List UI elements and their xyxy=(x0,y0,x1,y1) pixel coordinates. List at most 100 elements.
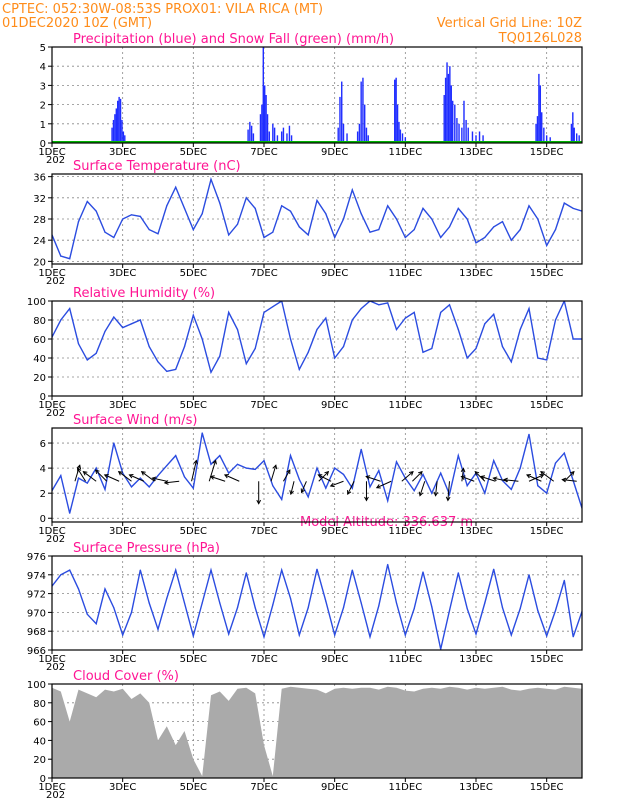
rh-point xyxy=(69,308,71,310)
precip-bar xyxy=(443,95,445,143)
precip-frame xyxy=(51,46,583,144)
precip-ytick-label: 4 xyxy=(40,62,46,73)
wind-arrow xyxy=(191,460,197,482)
temp-xtick-label: 13DEC xyxy=(459,268,493,279)
pressure-point xyxy=(245,572,247,574)
rh-point xyxy=(510,361,512,363)
temp-point xyxy=(263,236,265,239)
pressure-point xyxy=(272,604,274,606)
temp-data xyxy=(52,176,582,260)
wind-arrow-head xyxy=(94,469,100,475)
wind-point xyxy=(86,482,88,484)
precip-bar xyxy=(342,123,345,143)
temp-point xyxy=(201,213,203,215)
rh-point xyxy=(263,311,265,313)
wind-point xyxy=(510,488,512,490)
wind-series-line xyxy=(52,432,582,514)
temp-point xyxy=(60,255,62,257)
wind-ytick-label: 4 xyxy=(40,464,46,475)
rh-point xyxy=(342,346,345,348)
temp-point xyxy=(475,242,477,244)
precip-xtick-label: 9DEC xyxy=(321,147,348,158)
precip-bar xyxy=(118,96,120,143)
pressure-point xyxy=(86,613,88,615)
rh-point xyxy=(334,357,336,359)
temp-point xyxy=(457,207,459,209)
temp-point xyxy=(360,213,362,215)
temp-point xyxy=(378,229,380,231)
wind-arrow-head xyxy=(329,482,335,488)
precip-bar xyxy=(570,123,573,143)
temp-point xyxy=(563,202,565,204)
temp-point xyxy=(537,218,539,220)
temp-point xyxy=(431,218,433,220)
wind-arrow-head xyxy=(480,475,486,480)
temp-year-fragment: 202 xyxy=(46,276,65,287)
cloud-data xyxy=(52,686,582,778)
rh-point xyxy=(175,368,177,370)
precip-bar xyxy=(264,85,266,143)
rh-point xyxy=(183,346,186,348)
pressure-point xyxy=(493,568,495,570)
wind-point xyxy=(183,476,186,478)
precip-bar xyxy=(262,47,264,143)
precip-bar xyxy=(401,133,404,143)
pressure-point xyxy=(501,607,504,609)
rh-point xyxy=(86,359,88,361)
wind-arrow-head xyxy=(347,490,352,495)
temp-panel: 20 24 28 32 36 1DEC 3DEC 5DEC 7DEC 9DEC 11DEC 13DEC… xyxy=(33,159,583,287)
wind-point xyxy=(440,472,442,474)
rh-year-fragment: 202 xyxy=(46,408,65,419)
precip-ytick-label: 1 xyxy=(40,120,46,131)
cloud-ytick-label: 20 xyxy=(33,755,46,766)
wind-arrow-head xyxy=(82,471,88,476)
temp-point xyxy=(254,207,256,209)
wind-ytick-label: 2 xyxy=(40,489,46,500)
pressure-ytick-label: 968 xyxy=(27,627,46,638)
pressure-point xyxy=(378,605,380,607)
temp-point xyxy=(113,236,115,239)
wind-arrow xyxy=(77,468,86,482)
precip-bar xyxy=(286,133,288,143)
rh-point xyxy=(298,368,300,370)
wind-arrow-head xyxy=(212,459,217,465)
precip-bar xyxy=(394,79,396,143)
rh-xtick-label: 13DEC xyxy=(459,400,493,411)
precip-bar xyxy=(290,135,293,143)
precip-bar xyxy=(252,133,255,143)
pressure-point xyxy=(228,633,230,635)
pressure-point xyxy=(236,607,239,609)
wind-point xyxy=(342,473,345,475)
header-date: 01DEC2020 10Z (GMT) xyxy=(2,16,152,31)
wind-ytick-label: 6 xyxy=(40,439,46,450)
temp-point xyxy=(440,236,442,239)
wind-xtick-label: 11DEC xyxy=(388,526,422,537)
precip-bar xyxy=(573,127,575,143)
wind-arrow-head xyxy=(474,470,480,476)
pressure-point xyxy=(307,607,309,609)
rh-point xyxy=(139,319,141,321)
wind-arrow-head xyxy=(502,477,508,483)
temp-point xyxy=(69,258,71,260)
precip-bar xyxy=(337,127,339,143)
temp-point xyxy=(272,231,274,233)
wind-ytick-label: 0 xyxy=(40,514,46,525)
wind-point xyxy=(289,455,292,457)
wind-arrow-head xyxy=(365,475,371,480)
cloud-xtick-label: 7DEC xyxy=(250,782,277,793)
precip-bar xyxy=(451,100,454,143)
precip-bar xyxy=(478,131,481,143)
wind-arrow-head xyxy=(117,471,123,476)
precip-bar xyxy=(482,135,484,143)
wind-arrow-head xyxy=(460,467,466,473)
rh-point xyxy=(325,317,327,319)
wind-point xyxy=(60,475,62,477)
wind-point xyxy=(192,487,194,489)
pressure-year-fragment: 202 xyxy=(46,662,65,673)
pressure-ytick-label: 970 xyxy=(27,608,46,619)
wind-point xyxy=(448,493,451,495)
wind-arrow xyxy=(376,480,392,489)
rh-point xyxy=(519,328,521,331)
wind-data xyxy=(52,432,582,514)
wind-point xyxy=(298,478,300,480)
